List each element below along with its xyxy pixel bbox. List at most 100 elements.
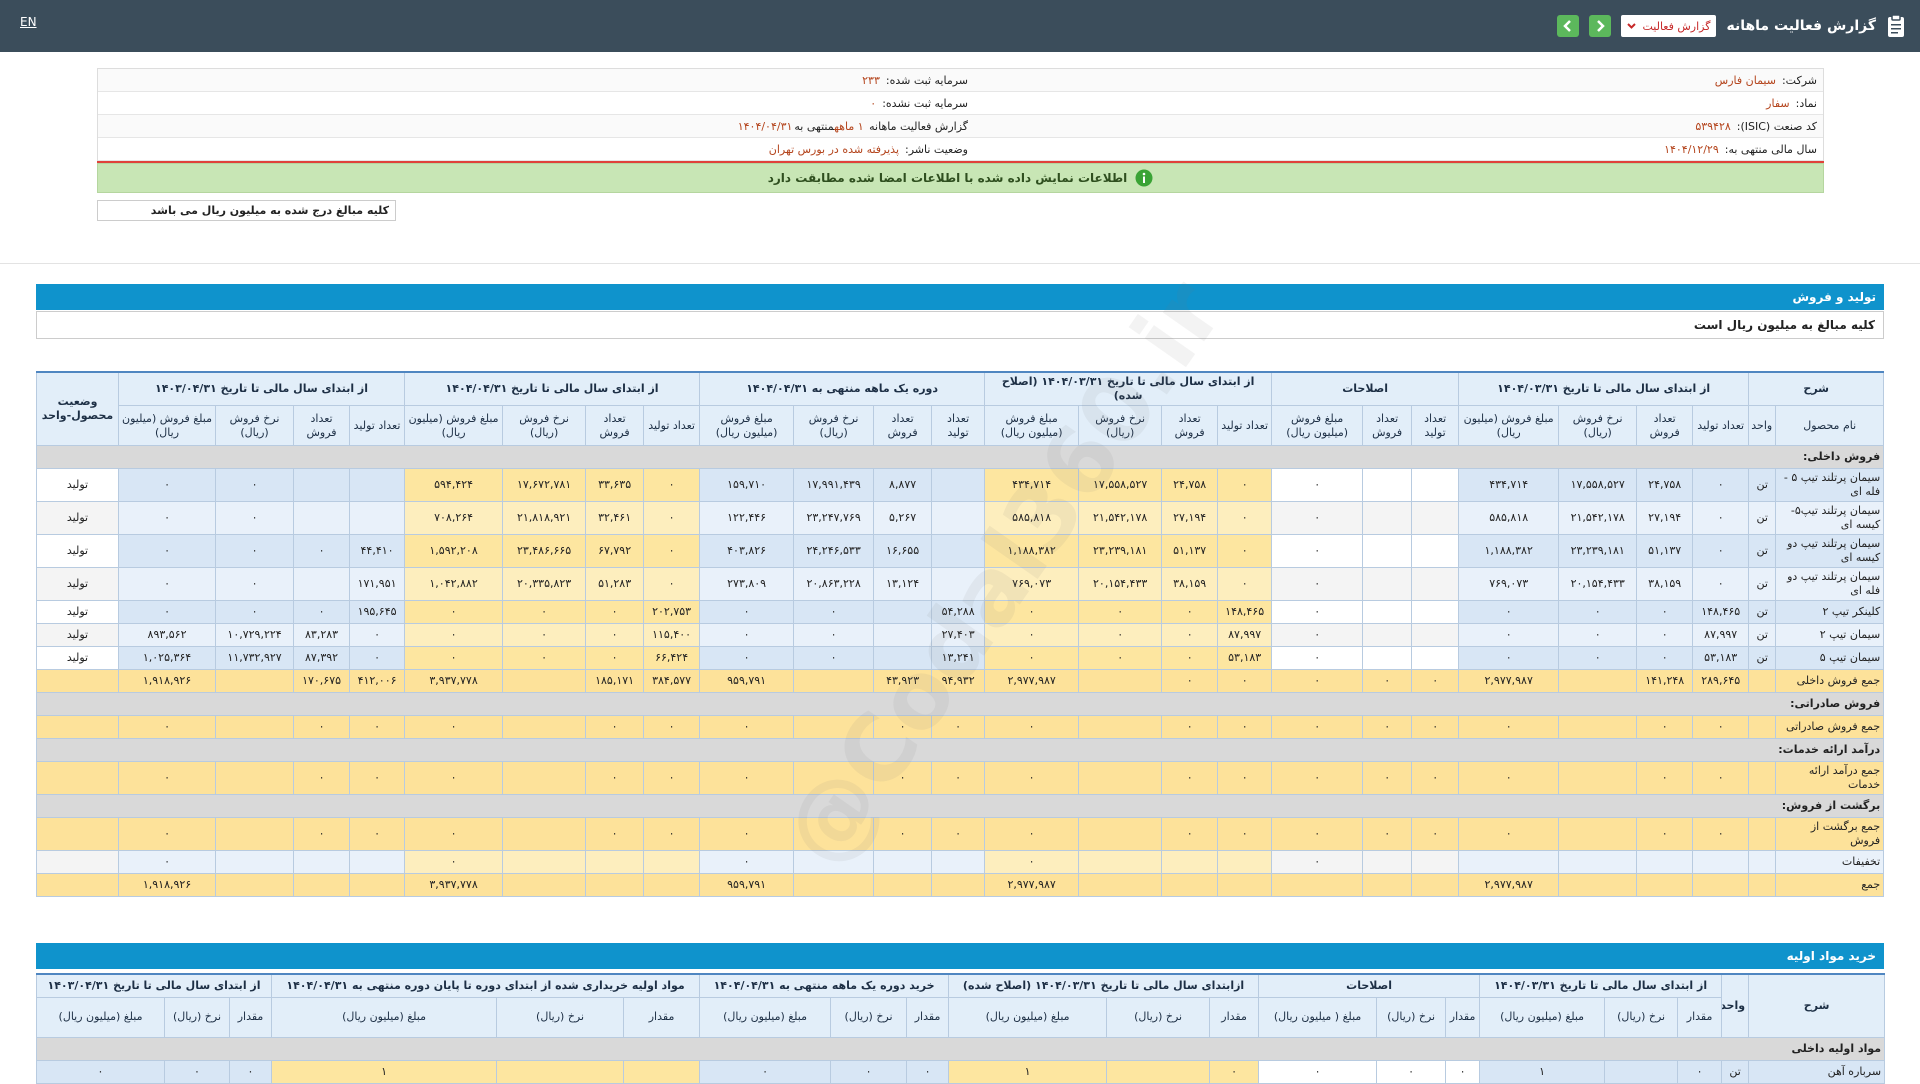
value-cell — [1458, 850, 1560, 874]
column-header: مقدار — [906, 996, 950, 1038]
status-cell: تولید — [36, 468, 119, 502]
value-cell — [1078, 817, 1163, 851]
column-header: نرخ فروش (ریال) — [215, 405, 295, 446]
arrow-icon — [1563, 20, 1572, 32]
value-cell: ۲۰,۱۵۴,۴۳۳ — [1078, 567, 1163, 601]
value-cell: ۳,۹۳۷,۷۷۸ — [404, 873, 504, 897]
value-cell: ۲۱,۵۴۲,۱۷۸ — [1558, 501, 1638, 535]
value-cell: ۰ — [1636, 623, 1694, 647]
column-header: تعداد تولید — [349, 405, 406, 446]
value-cell — [1411, 600, 1460, 624]
column-header: نرخ فروش (ریال) — [793, 405, 875, 446]
value-cell — [215, 817, 295, 851]
value-cell: ۰ — [404, 646, 504, 670]
value-cell: ۰ — [349, 761, 406, 795]
value-cell: ۰ — [984, 850, 1080, 874]
value-cell: ۰ — [643, 761, 701, 795]
value-cell — [793, 715, 875, 739]
value-cell — [502, 669, 587, 693]
value-cell: ۳۲,۴۶۱ — [585, 501, 645, 535]
value-cell: ۵۸۵,۸۱۸ — [984, 501, 1080, 535]
value-cell — [349, 873, 406, 897]
value-cell: ۰ — [699, 646, 795, 670]
value-cell — [873, 873, 933, 897]
column-header: مقدار — [1677, 996, 1723, 1038]
value-cell — [1078, 873, 1163, 897]
value-cell: ۱,۱۸۸,۳۸۲ — [984, 534, 1080, 568]
value-cell: ۰ — [404, 761, 504, 795]
value-cell: ۸۳,۲۸۳ — [293, 623, 351, 647]
value-cell: ۲۴,۷۵۸ — [1161, 468, 1219, 502]
info-label: سال مالی منتهی به: — [1724, 143, 1817, 156]
value-cell: ۰ — [1411, 669, 1460, 693]
value-cell: ۰ — [1692, 501, 1750, 535]
value-cell: ۰ — [293, 817, 351, 851]
value-cell: ۰ — [293, 600, 351, 624]
group-header: خرید دوره یک ماهه منتهی به ۱۴۰۴/۰۴/۳۱ — [699, 973, 950, 998]
column-header: مبلغ فروش (میلیون ریال) — [1271, 405, 1364, 446]
value-cell: ۰ — [117, 715, 217, 739]
value-cell: ۰ — [1271, 468, 1364, 502]
column-header: نرخ (ریال) — [164, 996, 231, 1038]
value-cell: ۰ — [1161, 715, 1219, 739]
info-cell: کد صنعت (ISIC): ۵۳۹۴۲۸ — [974, 115, 1823, 138]
name-cell: سیمان پرتلند تیپ دو فله ای — [1775, 567, 1885, 601]
name-cell: سیمان تیپ ۵ — [1775, 646, 1885, 670]
value-cell: ۲۳,۴۸۶,۶۶۵ — [502, 534, 587, 568]
value-cell: ۰ — [1271, 534, 1364, 568]
value-cell: ۰ — [643, 715, 701, 739]
value-cell: ۳۸,۱۵۹ — [1636, 567, 1694, 601]
value-cell — [502, 715, 587, 739]
value-cell: ۰ — [1161, 669, 1219, 693]
status-cell — [36, 761, 119, 795]
value-cell: ۰ — [643, 501, 701, 535]
dropdown-caret — [1627, 23, 1637, 29]
value-cell — [1362, 501, 1413, 535]
value-cell: ۰ — [1458, 761, 1560, 795]
header-cell: شرح — [1748, 371, 1885, 406]
column-header: نرخ (ریال) — [496, 996, 625, 1038]
arrow-icon — [1597, 20, 1606, 32]
next-button[interactable] — [1589, 15, 1612, 37]
value-cell: ۸۷,۹۹۷ — [1692, 623, 1750, 647]
header-row: شرح واحد از ابتدای سال مالی تا تاریخ ۱۴۰۴/… — [35, 973, 1886, 1038]
value-cell: ۰ — [293, 761, 351, 795]
value-cell: ۰ — [643, 534, 701, 568]
value-cell: ۲۷,۱۹۴ — [1636, 501, 1694, 535]
value-cell — [1362, 468, 1413, 502]
prev-button[interactable] — [1557, 15, 1580, 37]
column-header: مبلغ فروش (میلیون ریال) — [984, 405, 1080, 446]
status-cell — [36, 669, 119, 693]
divider — [97, 161, 1824, 163]
value-cell: ۰ — [1271, 501, 1364, 535]
data-row: سیمان پرتلند تیپ دو فله ای تن ۰ ۳۸,۱۵۹ ۲۰,۱۵… — [36, 567, 1885, 601]
value-cell: ۰ — [1271, 817, 1364, 851]
value-cell — [931, 850, 986, 874]
language-switch[interactable]: EN — [20, 15, 37, 29]
value-cell: ۱۷,۵۵۸,۵۲۷ — [1078, 468, 1163, 502]
value-cell: ۵۱,۲۸۳ — [585, 567, 645, 601]
value-cell — [349, 501, 406, 535]
value-cell — [1362, 600, 1413, 624]
column-header: تعداد فروش — [873, 405, 933, 446]
report-dropdown[interactable]: گزارش فعالیت — [1621, 15, 1717, 37]
value-cell: ۰ — [1636, 761, 1694, 795]
value-cell: ۰ — [1271, 850, 1364, 874]
value-cell — [1411, 873, 1460, 897]
value-cell: ۰ — [1161, 646, 1219, 670]
value-cell: ۲,۹۷۷,۹۸۷ — [984, 873, 1080, 897]
value-cell: ۰ — [984, 623, 1080, 647]
production-table: شرح از ابتدای سال مالی تا تاریخ ۱۴۰۴/۰۳/۳… — [35, 371, 1885, 897]
value-cell — [1217, 850, 1273, 874]
value-cell: ۳۸۴,۵۷۷ — [643, 669, 701, 693]
column-header: مبلغ (میلیون ریال) — [948, 996, 1108, 1038]
value-cell: ۰ — [585, 623, 645, 647]
value-cell — [293, 468, 351, 502]
value-cell: ۰ — [1271, 600, 1364, 624]
data-row: سیمان تیپ ۵ تن ۵۳,۱۸۳ ۰ ۰ ۰ ۰ ۵۳,۱۸۳ ۰ ۰ ۰ ۱۳,۲۴۱ ۰ ۰… — [36, 646, 1885, 670]
section-cell: فروش صادراتی: — [35, 692, 1885, 716]
column-header: مبلغ (میلیون ریال) — [35, 996, 166, 1038]
header-cell: واحد — [1721, 973, 1750, 1038]
column-header: مبلغ فروش (میلیون ریال) — [117, 405, 217, 446]
value-cell: ۰ — [215, 468, 295, 502]
